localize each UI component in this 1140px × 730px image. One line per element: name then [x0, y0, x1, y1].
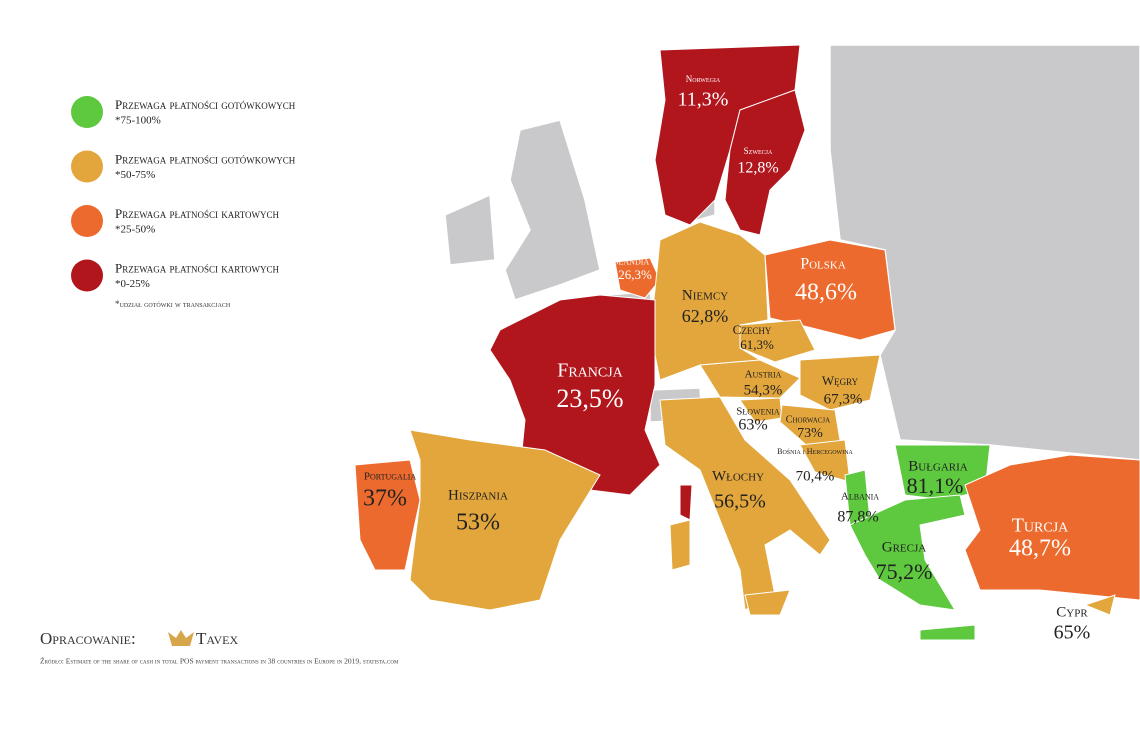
legend-label: Przewaga płatności kartowych	[115, 206, 280, 221]
country-shape	[614, 257, 661, 299]
country-name: Słowenia	[736, 406, 780, 418]
legend: *udział gotówki w transakcjach Przewaga …	[71, 96, 296, 309]
country-shape	[489, 294, 661, 496]
country-value: 56,5%	[714, 491, 766, 513]
country-shape	[409, 429, 601, 611]
countries	[354, 44, 1140, 641]
country-value: 81,1%	[907, 473, 964, 498]
legend-swatch	[71, 96, 103, 128]
country-name: Holandia	[605, 256, 650, 268]
country-shape	[654, 44, 801, 226]
legend-swatch	[71, 150, 103, 183]
country-shape	[964, 454, 1140, 601]
country-name: Francja	[557, 360, 623, 382]
country-name: Cypr	[1056, 604, 1088, 620]
legend-range: *0-25%	[115, 278, 150, 290]
great-britain	[504, 119, 601, 301]
country-name: Niemcy	[682, 287, 728, 303]
country-shape	[919, 624, 976, 641]
country-shape	[659, 396, 831, 611]
country-value: 48,7%	[1009, 536, 1071, 562]
country-value: 37%	[363, 486, 407, 512]
country-name: Norwegia	[686, 74, 721, 84]
legend-range: *25-50%	[115, 224, 155, 236]
country-value: 87,8%	[837, 509, 878, 526]
country-value: 54,3%	[744, 382, 783, 398]
brand: Tavex	[196, 629, 238, 648]
country-value: 61,3%	[740, 337, 774, 352]
credit: Opracowanie:	[40, 629, 136, 648]
country-shape	[739, 319, 816, 363]
country-name: Polska	[800, 256, 846, 273]
country-value: 75,2%	[876, 559, 933, 584]
country-shape	[699, 359, 801, 399]
country-value: 12,8%	[737, 160, 778, 177]
country-shape	[724, 89, 806, 236]
country-name: Turcja	[1012, 515, 1069, 537]
legend-range: *75-100%	[115, 115, 161, 127]
country-name: Czechy	[733, 322, 772, 337]
country-name: Szwecja	[744, 146, 773, 156]
legend-swatch	[71, 259, 103, 292]
legend-label: Przewaga płatności gotówkowych	[115, 151, 296, 166]
ireland	[444, 193, 496, 266]
country-value: 48,6%	[795, 280, 857, 306]
country-value: 26,3%	[618, 267, 652, 282]
country-value: 73%	[797, 426, 823, 441]
source: Źródło: Estimate of the share of cash in…	[40, 656, 399, 666]
country-shape	[669, 519, 691, 571]
country-name: Chorwacja	[786, 414, 830, 425]
country-name: Austria	[745, 369, 782, 381]
country-name: Bośnia i Hercegowina	[777, 447, 853, 456]
country-value: 70,4%	[796, 468, 835, 484]
country-name: Grecja	[882, 539, 927, 555]
country-name: Węgry	[822, 373, 859, 388]
country-value: 11,3%	[678, 89, 729, 111]
legend-range: *50-75%	[115, 169, 155, 181]
country-shape	[799, 354, 881, 411]
legend-label: Przewaga płatności kartowych	[115, 260, 280, 275]
country-value: 65%	[1054, 622, 1091, 644]
country-shape	[849, 494, 966, 611]
footer: Opracowanie: Tavex Źródło: Estimate of t…	[40, 629, 399, 666]
country-name: Bułgaria	[908, 458, 968, 474]
country-shape	[354, 459, 421, 571]
country-shape	[764, 239, 896, 341]
country-value: 23,5%	[556, 384, 623, 413]
country-shape	[744, 589, 791, 616]
country-value: 67,3%	[824, 391, 863, 407]
country-value: 53%	[456, 510, 500, 536]
country-name: Portugalia	[364, 471, 417, 483]
legend-swatch	[71, 205, 103, 237]
country-shape	[1083, 594, 1116, 616]
country-name: Hiszpania	[448, 487, 508, 503]
crown-icon	[168, 630, 194, 646]
legend-note: *udział gotówki w transakcjach	[115, 299, 231, 309]
country-name: Włochy	[712, 468, 764, 484]
country-value: 63%	[738, 417, 767, 434]
country-value: 62,8%	[682, 306, 729, 326]
country-name: Albania	[841, 491, 879, 503]
country-shape	[679, 484, 693, 521]
legend-label: Przewaga płatności gotówkowych	[115, 97, 296, 112]
